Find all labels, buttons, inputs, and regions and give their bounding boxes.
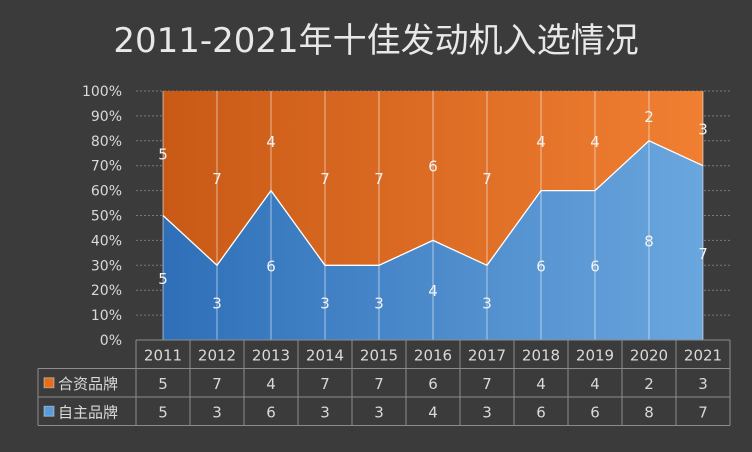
- x-tick-label: 2011: [144, 346, 182, 364]
- data-label-合资品牌: 7: [212, 170, 222, 188]
- x-tick-label: 2016: [414, 346, 452, 364]
- data-label-合资品牌: 2: [644, 108, 654, 126]
- data-label-自主品牌: 5: [158, 270, 168, 288]
- chart-title: 2011-2021年十佳发动机入选情况: [113, 21, 638, 61]
- table-cell-合资品牌: 7: [482, 375, 492, 393]
- data-label-自主品牌: 3: [320, 295, 330, 313]
- data-label-合资品牌: 3: [698, 120, 708, 138]
- data-label-合资品牌: 4: [266, 133, 276, 151]
- data-label-自主品牌: 7: [698, 245, 708, 263]
- y-tick-label: 50%: [91, 209, 122, 225]
- y-tick-label: 100%: [82, 84, 122, 100]
- y-tick-label: 80%: [91, 134, 122, 150]
- x-tick-label: 2021: [684, 346, 722, 364]
- data-label-自主品牌: 4: [428, 282, 438, 300]
- table-cell-合资品牌: 7: [212, 375, 222, 393]
- x-tick-label: 2014: [306, 346, 344, 364]
- y-tick-label: 70%: [91, 159, 122, 175]
- area-layer: 5 5 3 7 6 4 3 7 3 7 4 6 3 7 6 4 6 4 8 2 7 3: [158, 91, 708, 340]
- y-tick-label: 60%: [91, 184, 122, 200]
- data-label-自主品牌: 6: [590, 257, 600, 275]
- data-label-自主品牌: 3: [482, 295, 492, 313]
- x-tick-label: 2012: [198, 346, 236, 364]
- table-cell-自主品牌: 7: [698, 403, 708, 421]
- table-cell-自主品牌: 3: [374, 403, 384, 421]
- table-cell-合资品牌: 7: [320, 375, 330, 393]
- data-label-合资品牌: 6: [428, 158, 438, 176]
- y-tick-label: 10%: [91, 308, 122, 324]
- legend-key-合资品牌: [43, 377, 55, 389]
- table-cell-自主品牌: 6: [590, 403, 600, 421]
- data-label-自主品牌: 6: [266, 257, 276, 275]
- y-tick-label: 90%: [91, 109, 122, 125]
- table-cell-合资品牌: 4: [266, 375, 276, 393]
- x-tick-label: 2018: [522, 346, 560, 364]
- table-cell-自主品牌: 5: [158, 403, 168, 421]
- legend-label-合资品牌: 合资品牌: [58, 375, 118, 393]
- table-cell-自主品牌: 3: [482, 403, 492, 421]
- table-cell-自主品牌: 3: [212, 403, 222, 421]
- table-cell-合资品牌: 4: [590, 375, 600, 393]
- table-cell-合资品牌: 6: [428, 375, 438, 393]
- legend-key-自主品牌: [43, 405, 55, 417]
- table-cell-自主品牌: 3: [320, 403, 330, 421]
- table-cell-自主品牌: 8: [644, 403, 654, 421]
- data-label-合资品牌: 5: [158, 145, 168, 163]
- table-cell-自主品牌: 6: [536, 403, 546, 421]
- data-label-自主品牌: 3: [374, 295, 384, 313]
- data-label-自主品牌: 8: [644, 232, 654, 250]
- y-tick-label: 30%: [91, 258, 122, 274]
- legend-label-自主品牌: 自主品牌: [58, 403, 118, 421]
- data-label-自主品牌: 6: [536, 257, 546, 275]
- data-label-合资品牌: 4: [536, 133, 546, 151]
- table-cell-合资品牌: 3: [698, 375, 708, 393]
- x-tick-label: 2013: [252, 346, 290, 364]
- x-tick-label: 2017: [468, 346, 506, 364]
- data-label-自主品牌: 3: [212, 295, 222, 313]
- y-tick-label: 20%: [91, 283, 122, 299]
- data-label-合资品牌: 7: [374, 170, 384, 188]
- table-cell-自主品牌: 6: [266, 403, 276, 421]
- x-tick-label: 2020: [630, 346, 668, 364]
- table-cell-合资品牌: 7: [374, 375, 384, 393]
- data-label-合资品牌: 7: [482, 170, 492, 188]
- table-cell-合资品牌: 5: [158, 375, 168, 393]
- y-axis: 0% 10% 20% 30% 40% 50% 60% 70% 80% 90% 100%: [82, 84, 122, 349]
- data-label-合资品牌: 4: [590, 133, 600, 151]
- y-tick-label: 40%: [91, 233, 122, 249]
- data-table: 2011 2012 2013 2014 2015 2016 2017 2018 2019 2020…: [37, 339, 731, 426]
- table-cell-合资品牌: 2: [644, 375, 654, 393]
- x-tick-label: 2019: [576, 346, 614, 364]
- y-tick-label: 0%: [100, 333, 122, 349]
- x-tick-label: 2015: [360, 346, 398, 364]
- table-cell-合资品牌: 4: [536, 375, 546, 393]
- data-label-合资品牌: 7: [320, 170, 330, 188]
- table-cell-自主品牌: 4: [428, 403, 438, 421]
